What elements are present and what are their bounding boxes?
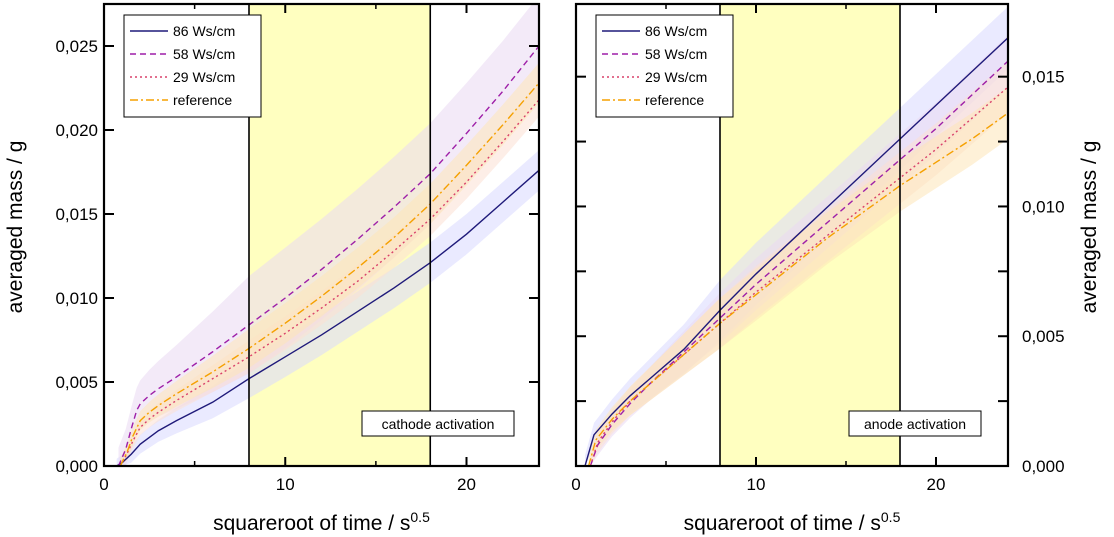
y-tick-label: 0,010 (55, 289, 98, 308)
y-tick-label: 0,000 (55, 457, 98, 476)
error-band-4 (120, 62, 539, 466)
x-axis-title-exponent: 0.5 (410, 509, 430, 525)
y-tick-label: 0,010 (1022, 197, 1065, 216)
y-tick-label: 0,015 (1022, 68, 1065, 87)
activation-label-box (361, 410, 515, 437)
y-axis-title: averaged mass / g (4, 141, 27, 314)
y-tick-label: 0,000 (1022, 457, 1065, 476)
x-axis-title-main: squareroot of time / s (684, 512, 881, 535)
y-tick-label: 0,020 (55, 121, 98, 140)
x-tick-label: 10 (747, 475, 766, 494)
plot-frame (574, 2, 1010, 468)
activation-label: anode activation (848, 410, 982, 437)
plot-frame (102, 2, 541, 468)
legend-label-2: 58 Ws/cm (645, 46, 707, 62)
cathode-panel: 0 10 20 0,000 0,005 0,010 0,015 0,020 0,025 squar… (4, 2, 541, 535)
series-line-4 (587, 112, 1008, 466)
y-axis-title: averaged mass / g (1078, 141, 1101, 314)
legend-label-4: reference (645, 92, 704, 108)
legend-label-1: 86 Ws/cm (173, 23, 235, 39)
series-line-2 (589, 60, 1008, 466)
activation-label: cathode activation (361, 410, 515, 437)
activation-label-text: cathode activation (382, 416, 495, 432)
error-band-4 (588, 87, 1008, 466)
x-tick-label: 0 (571, 475, 580, 494)
series-line-1 (584, 37, 1008, 466)
x-axis-title: squareroot of time / s0.5 (684, 509, 901, 535)
legend-label-4: reference (173, 92, 232, 108)
legend: 86 Ws/cm 58 Ws/cm 29 Ws/cm reference (123, 14, 262, 118)
legend: 86 Ws/cm 58 Ws/cm 29 Ws/cm reference (595, 14, 734, 118)
activation-label-box (848, 410, 982, 437)
legend-label-3: 29 Ws/cm (173, 69, 235, 85)
plot-area (584, 6, 1008, 466)
y-tick-label: 0,025 (55, 37, 98, 56)
legend-label-3: 29 Ws/cm (645, 69, 707, 85)
x-axis-title-exponent: 0.5 (881, 509, 901, 525)
x-tick-label: 20 (457, 475, 476, 494)
activation-label-text: anode activation (864, 416, 966, 432)
y-tick-label: 0,005 (1022, 327, 1065, 346)
x-axis-title-main: squareroot of time / s (213, 512, 410, 535)
x-tick-label: 20 (927, 475, 946, 494)
legend-label-1: 86 Ws/cm (645, 23, 707, 39)
anode-panel: 0 10 20 0,000 0,005 0,010 0,015 squareroot of t… (571, 2, 1101, 535)
x-tick-label: 10 (276, 475, 295, 494)
y-tick-label: 0,015 (55, 205, 98, 224)
y-tick-label: 0,005 (55, 373, 98, 392)
x-axis-title: squareroot of time / s0.5 (213, 509, 430, 535)
x-tick-label: 0 (99, 475, 108, 494)
legend-label-2: 58 Ws/cm (173, 46, 235, 62)
series-line-2 (117, 45, 539, 466)
